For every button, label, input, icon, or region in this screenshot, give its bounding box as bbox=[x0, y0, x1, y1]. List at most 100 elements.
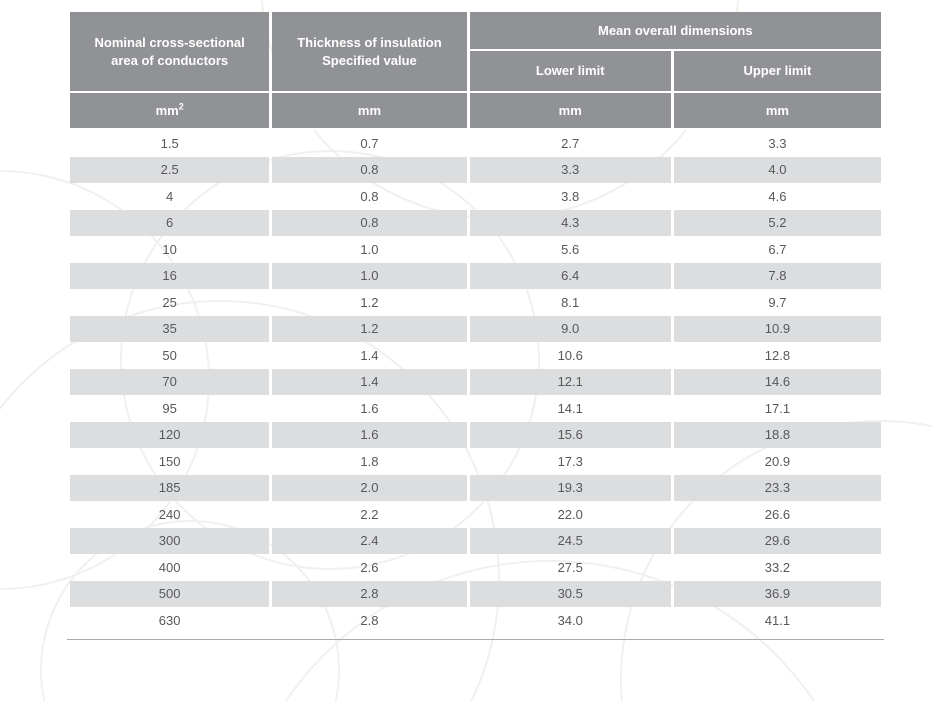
table-cell: 22.0 bbox=[557, 506, 583, 522]
table-cell: 240 bbox=[158, 506, 181, 522]
header-thickness: Thickness of insulation Specified value bbox=[272, 12, 467, 93]
table-row: 16 1.0 6.4 7.8 bbox=[70, 262, 881, 289]
table-cell: 630 bbox=[158, 612, 181, 628]
unit-mm2-sup: 2 bbox=[178, 101, 184, 112]
table-cell: 14.6 bbox=[673, 368, 881, 395]
table-cell: 6 bbox=[70, 209, 270, 236]
table-row: 25 1.2 8.1 9.7 bbox=[70, 289, 881, 316]
dimensions-table: Nominal cross-sectional area of conducto… bbox=[67, 12, 884, 640]
bottom-rule bbox=[67, 638, 884, 640]
table-body: 1.5 0.7 2.7 3.3 2.5 0.8 3.3 4.0 4 0.8 3.8 4.6 6 0.8 4.… bbox=[70, 130, 881, 634]
table-cell: 16 bbox=[70, 262, 270, 289]
table-cell: 2.5 bbox=[70, 156, 270, 183]
unit-mm-upper: mm bbox=[673, 93, 881, 130]
table-row: 185 2.0 19.3 23.3 bbox=[70, 474, 881, 501]
table-cell: 0.8 bbox=[272, 156, 467, 183]
watermark-circle bbox=[120, 150, 540, 570]
table-cell: 9.0 bbox=[469, 315, 671, 342]
table-cell: 120 bbox=[70, 421, 270, 448]
table-cell: 10 bbox=[162, 241, 177, 257]
table-cell: 25 bbox=[162, 294, 177, 310]
table-cell: 50 bbox=[162, 347, 177, 363]
table-cell: 9.7 bbox=[768, 294, 787, 310]
table-cell: 3.3 bbox=[768, 135, 787, 151]
table-row: 35 1.2 9.0 10.9 bbox=[70, 315, 881, 342]
table-row: 6 0.8 4.3 5.2 bbox=[70, 209, 881, 236]
table-cell: 36.9 bbox=[673, 580, 881, 607]
table-cell: 4.3 bbox=[469, 209, 671, 236]
table-row: 70 1.4 12.1 14.6 bbox=[70, 368, 881, 395]
table-row: 4 0.8 3.8 4.6 bbox=[70, 183, 881, 210]
header-upper-limit: Upper limit bbox=[673, 51, 881, 93]
table-row: 150 1.8 17.3 20.9 bbox=[70, 448, 881, 475]
table-cell: 70 bbox=[70, 368, 270, 395]
unit-mm2-base: mm bbox=[155, 102, 179, 118]
header-mean-overall-dimensions: Mean overall dimensions bbox=[469, 12, 881, 51]
table-row: 500 2.8 30.5 36.9 bbox=[70, 580, 881, 607]
table-cell: 4 bbox=[166, 188, 174, 204]
table-cell: 2.0 bbox=[272, 474, 467, 501]
table-row: 2.5 0.8 3.3 4.0 bbox=[70, 156, 881, 183]
table-row: 630 2.8 34.0 41.1 bbox=[70, 607, 881, 634]
table-cell: 30.5 bbox=[469, 580, 671, 607]
table-cell: 3.3 bbox=[469, 156, 671, 183]
insulation-dimensions-table: Nominal cross-sectional area of conducto… bbox=[67, 12, 884, 634]
header-nominal-area-line2: area of conductors bbox=[111, 52, 229, 68]
table-cell: 1.2 bbox=[360, 294, 379, 310]
unit-mm-insulation: mm bbox=[272, 93, 467, 130]
table-cell: 2.7 bbox=[561, 135, 580, 151]
table-row: 1.5 0.7 2.7 3.3 bbox=[70, 130, 881, 157]
table-cell: 8.1 bbox=[561, 294, 580, 310]
table-cell: 19.3 bbox=[469, 474, 671, 501]
header-row-2: Lower limit Upper limit bbox=[70, 51, 881, 93]
table-cell: 27.5 bbox=[557, 559, 583, 575]
table-cell: 26.6 bbox=[764, 506, 791, 522]
table-cell: 17.3 bbox=[557, 453, 583, 469]
table-cell: 17.1 bbox=[764, 400, 791, 416]
table-cell: 2.4 bbox=[272, 527, 467, 554]
table-cell: 1.6 bbox=[360, 400, 379, 416]
table-cell: 300 bbox=[70, 527, 270, 554]
table-cell: 10.6 bbox=[557, 347, 583, 363]
table-cell: 12.1 bbox=[469, 368, 671, 395]
table-cell: 10.9 bbox=[673, 315, 881, 342]
header-thickness-line2: Specified value bbox=[322, 52, 417, 68]
table-cell: 1.5 bbox=[160, 135, 179, 151]
table-row: 50 1.4 10.6 12.8 bbox=[70, 342, 881, 369]
table-cell: 185 bbox=[70, 474, 270, 501]
unit-mm2: mm2 bbox=[70, 93, 270, 130]
table-cell: 1.0 bbox=[272, 262, 467, 289]
table-cell: 5.2 bbox=[673, 209, 881, 236]
table-row: 400 2.6 27.5 33.2 bbox=[70, 554, 881, 581]
table-cell: 95 bbox=[162, 400, 177, 416]
table-cell: 14.1 bbox=[557, 400, 583, 416]
table-cell: 1.6 bbox=[272, 421, 467, 448]
table-cell: 29.6 bbox=[673, 527, 881, 554]
table-cell: 18.8 bbox=[673, 421, 881, 448]
units-row: mm2 mm mm mm bbox=[70, 93, 881, 130]
table-row: 300 2.4 24.5 29.6 bbox=[70, 527, 881, 554]
table-row: 120 1.6 15.6 18.8 bbox=[70, 421, 881, 448]
table-cell: 1.2 bbox=[272, 315, 467, 342]
table-cell: 34.0 bbox=[557, 612, 583, 628]
table-cell: 24.5 bbox=[469, 527, 671, 554]
table-cell: 0.8 bbox=[360, 188, 379, 204]
table-cell: 2.8 bbox=[272, 580, 467, 607]
table-cell: 1.0 bbox=[360, 241, 379, 257]
table-cell: 1.4 bbox=[360, 347, 379, 363]
table-cell: 2.2 bbox=[360, 506, 379, 522]
table-cell: 1.4 bbox=[272, 368, 467, 395]
header-thickness-line1: Thickness of insulation bbox=[297, 34, 442, 50]
table-cell: 12.8 bbox=[764, 347, 791, 363]
header-nominal-area: Nominal cross-sectional area of conducto… bbox=[70, 12, 270, 93]
header-nominal-area-line1: Nominal cross-sectional bbox=[94, 34, 245, 50]
table-cell: 7.8 bbox=[673, 262, 881, 289]
table-cell: 4.0 bbox=[673, 156, 881, 183]
table-cell: 2.8 bbox=[360, 612, 379, 628]
table-cell: 41.1 bbox=[764, 612, 791, 628]
table-cell: 0.7 bbox=[360, 135, 379, 151]
table-cell: 2.6 bbox=[360, 559, 379, 575]
header-row-1: Nominal cross-sectional area of conducto… bbox=[70, 12, 881, 93]
table-row: 95 1.6 14.1 17.1 bbox=[70, 395, 881, 422]
table-cell: 150 bbox=[158, 453, 181, 469]
